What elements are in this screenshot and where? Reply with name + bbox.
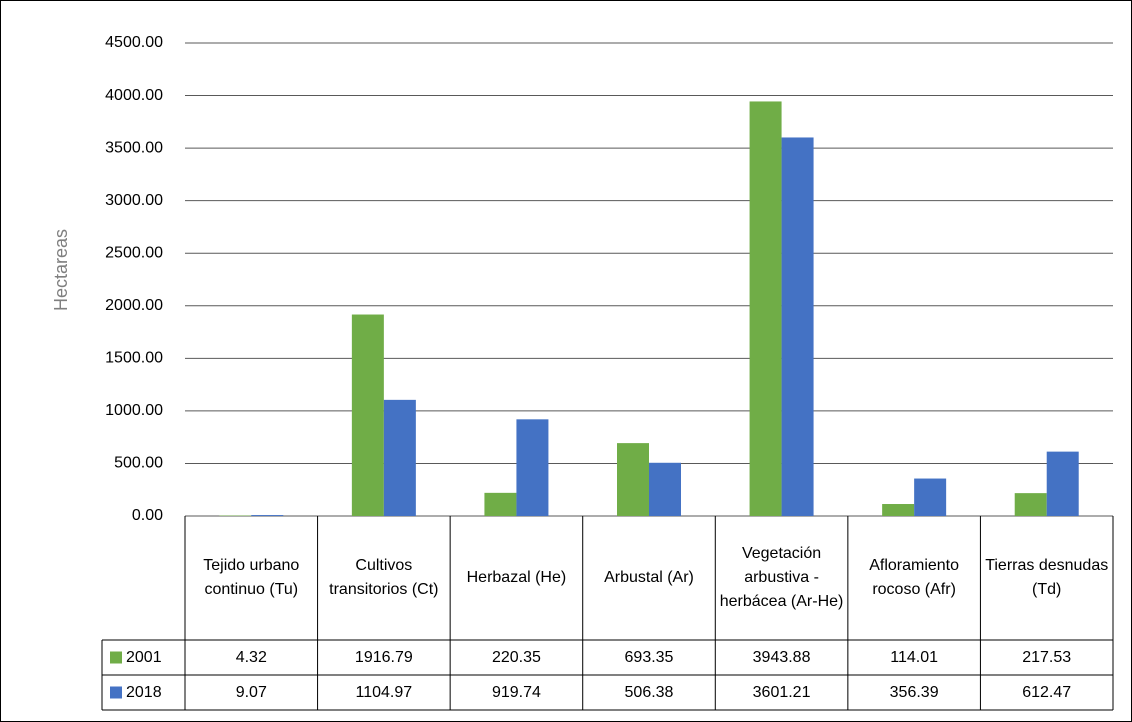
y-tick-label: 2000.00 — [105, 297, 163, 314]
y-tick-label: 3000.00 — [105, 192, 163, 209]
category-label: Tierras desnudas (Td) — [985, 557, 1109, 598]
category-label: Tejido urbano continuo (Tu) — [203, 557, 300, 598]
y-tick-label: 1500.00 — [105, 350, 163, 367]
table-value: 506.38 — [624, 683, 674, 701]
category-label: Arbustal (Ar) — [604, 569, 694, 586]
category-label: Cultivos transitorios (Ct) — [329, 557, 439, 598]
table-value: 612.47 — [1022, 683, 1072, 701]
bar — [1014, 493, 1047, 516]
table-value: 1916.79 — [354, 648, 413, 666]
table-value: 4.32 — [235, 648, 267, 666]
bar — [781, 137, 814, 516]
table-value: 9.07 — [235, 683, 267, 701]
legend-swatch — [110, 686, 122, 699]
y-tick-label: 2500.00 — [105, 244, 163, 261]
y-tick-label: 1000.00 — [105, 402, 163, 419]
bar — [251, 515, 284, 516]
category-label: Afloramiento rocoso (Afr) — [869, 557, 960, 598]
bar — [383, 399, 416, 516]
legend-label: 2001 — [126, 648, 162, 666]
category-label: Herbazal (He) — [466, 569, 567, 586]
table-value: 114.01 — [890, 648, 938, 666]
bar — [914, 478, 947, 516]
bar — [516, 419, 549, 516]
table-value: 356.39 — [889, 683, 939, 701]
y-tick-label: 0.00 — [132, 507, 163, 524]
bar — [617, 443, 649, 516]
table-value: 693.35 — [624, 648, 674, 666]
bar — [882, 504, 915, 516]
y-tick-label: 4000.00 — [105, 87, 163, 104]
y-tick-label: 4500.00 — [105, 34, 163, 51]
table-value: 1104.97 — [355, 683, 413, 701]
y-tick-label: 3500.00 — [105, 139, 163, 156]
y-tick-label: 500.00 — [114, 455, 163, 472]
table-value: 919.74 — [491, 683, 541, 701]
bar — [649, 462, 681, 516]
table-value: 3943.88 — [752, 648, 811, 666]
bar — [484, 492, 517, 516]
table-value: 220.35 — [491, 648, 541, 666]
bar — [749, 101, 782, 516]
bar — [1046, 451, 1079, 516]
category-label: Vegetación arbustiva - herbácea (Ar-He) — [719, 545, 844, 610]
y-axis-label: Hectareas — [51, 229, 71, 311]
legend-label: 2018 — [126, 683, 162, 701]
bar — [351, 314, 384, 516]
legend-swatch — [110, 651, 122, 664]
table-value: 3601.21 — [752, 683, 811, 701]
table-value: 217.53 — [1022, 648, 1072, 666]
